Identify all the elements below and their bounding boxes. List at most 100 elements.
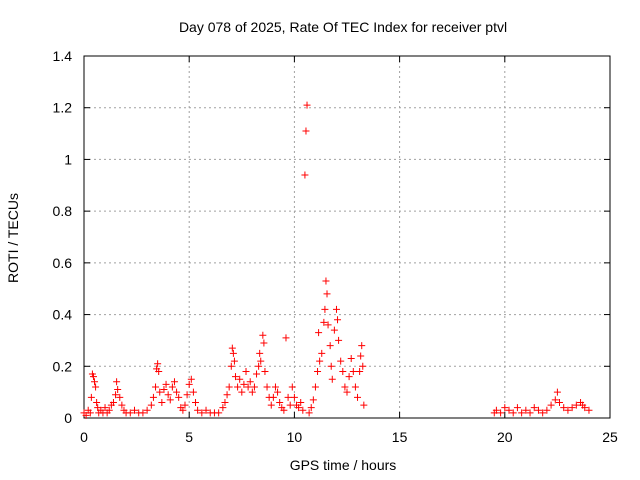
data-point: [309, 396, 317, 404]
data-point: [234, 383, 242, 391]
x-tick-label: 5: [185, 429, 193, 445]
data-point: [303, 101, 311, 109]
data-point: [356, 367, 364, 375]
x-tick-label: 25: [602, 429, 618, 445]
data-point: [215, 409, 223, 417]
data-point: [572, 401, 580, 409]
data-point: [118, 401, 126, 409]
data-point: [328, 375, 336, 383]
data-point: [152, 383, 160, 391]
data-point: [271, 383, 279, 391]
data-point: [257, 357, 265, 365]
grid: [84, 56, 610, 418]
data-point: [238, 388, 246, 396]
data-point: [260, 339, 268, 347]
data-point: [299, 406, 307, 414]
data-point: [173, 388, 181, 396]
data-point: [315, 329, 323, 337]
data-point: [280, 406, 288, 414]
data-point: [357, 352, 365, 360]
data-point: [560, 404, 568, 412]
data-point: [126, 409, 134, 417]
data-point: [82, 411, 90, 419]
data-point: [351, 383, 359, 391]
data-point: [341, 383, 349, 391]
y-tick-label: 1.4: [53, 48, 73, 64]
data-point: [354, 393, 362, 401]
data-point: [166, 396, 174, 404]
data-point: [526, 409, 534, 417]
data-point: [568, 404, 576, 412]
data-point: [240, 380, 248, 388]
data-point: [360, 401, 368, 409]
data-point: [147, 401, 155, 409]
data-marks: [80, 101, 593, 419]
data-point: [324, 321, 332, 329]
data-point: [253, 370, 261, 378]
data-point: [349, 367, 357, 375]
data-point: [221, 398, 229, 406]
data-point: [276, 398, 284, 406]
data-point: [501, 404, 509, 412]
data-point: [534, 406, 542, 414]
data-point: [322, 277, 330, 285]
data-point: [585, 406, 593, 414]
data-point: [139, 409, 147, 417]
data-point: [339, 367, 347, 375]
data-point: [290, 393, 298, 401]
data-point: [513, 404, 521, 412]
data-point: [168, 383, 176, 391]
plot-frame: [83, 55, 611, 419]
y-tick-label: 0.4: [53, 307, 73, 323]
data-point: [345, 373, 353, 381]
data-point: [327, 362, 335, 370]
data-point: [250, 383, 258, 391]
data-point: [314, 367, 322, 375]
data-point: [230, 357, 238, 365]
data-point: [320, 318, 328, 326]
data-point: [154, 360, 162, 368]
y-axis-title: ROTI / TECUs: [5, 193, 21, 283]
data-point: [581, 404, 589, 412]
data-point: [553, 388, 561, 396]
x-tick-label: 20: [497, 429, 513, 445]
data-point: [556, 398, 564, 406]
data-point: [162, 380, 170, 388]
data-point: [130, 406, 138, 414]
data-point: [330, 326, 338, 334]
data-point: [261, 367, 269, 375]
data-point: [316, 357, 324, 365]
data-point: [267, 401, 275, 409]
data-point: [160, 386, 168, 394]
data-point: [202, 406, 210, 414]
data-point: [143, 406, 151, 414]
data-point: [284, 393, 292, 401]
data-point: [307, 404, 315, 412]
data-point: [112, 391, 120, 399]
data-point: [114, 386, 122, 394]
data-point: [89, 373, 97, 381]
data-point: [337, 357, 345, 365]
data-point: [295, 404, 303, 412]
data-point: [101, 404, 109, 412]
data-point: [263, 383, 271, 391]
data-point: [530, 404, 538, 412]
data-point: [164, 391, 172, 399]
x-tick-label: 0: [80, 429, 88, 445]
data-point: [225, 383, 233, 391]
data-point: [255, 362, 263, 370]
data-point: [223, 391, 231, 399]
data-point: [170, 378, 178, 386]
data-point: [326, 342, 334, 350]
data-point: [323, 290, 331, 298]
data-point: [343, 388, 351, 396]
data-point: [116, 393, 124, 401]
data-point: [244, 383, 252, 391]
data-point: [198, 409, 206, 417]
data-point: [551, 396, 559, 404]
data-point: [505, 406, 513, 414]
data-point: [189, 388, 197, 396]
x-tick-label: 15: [392, 429, 408, 445]
y-tick-label: 0: [64, 410, 72, 426]
